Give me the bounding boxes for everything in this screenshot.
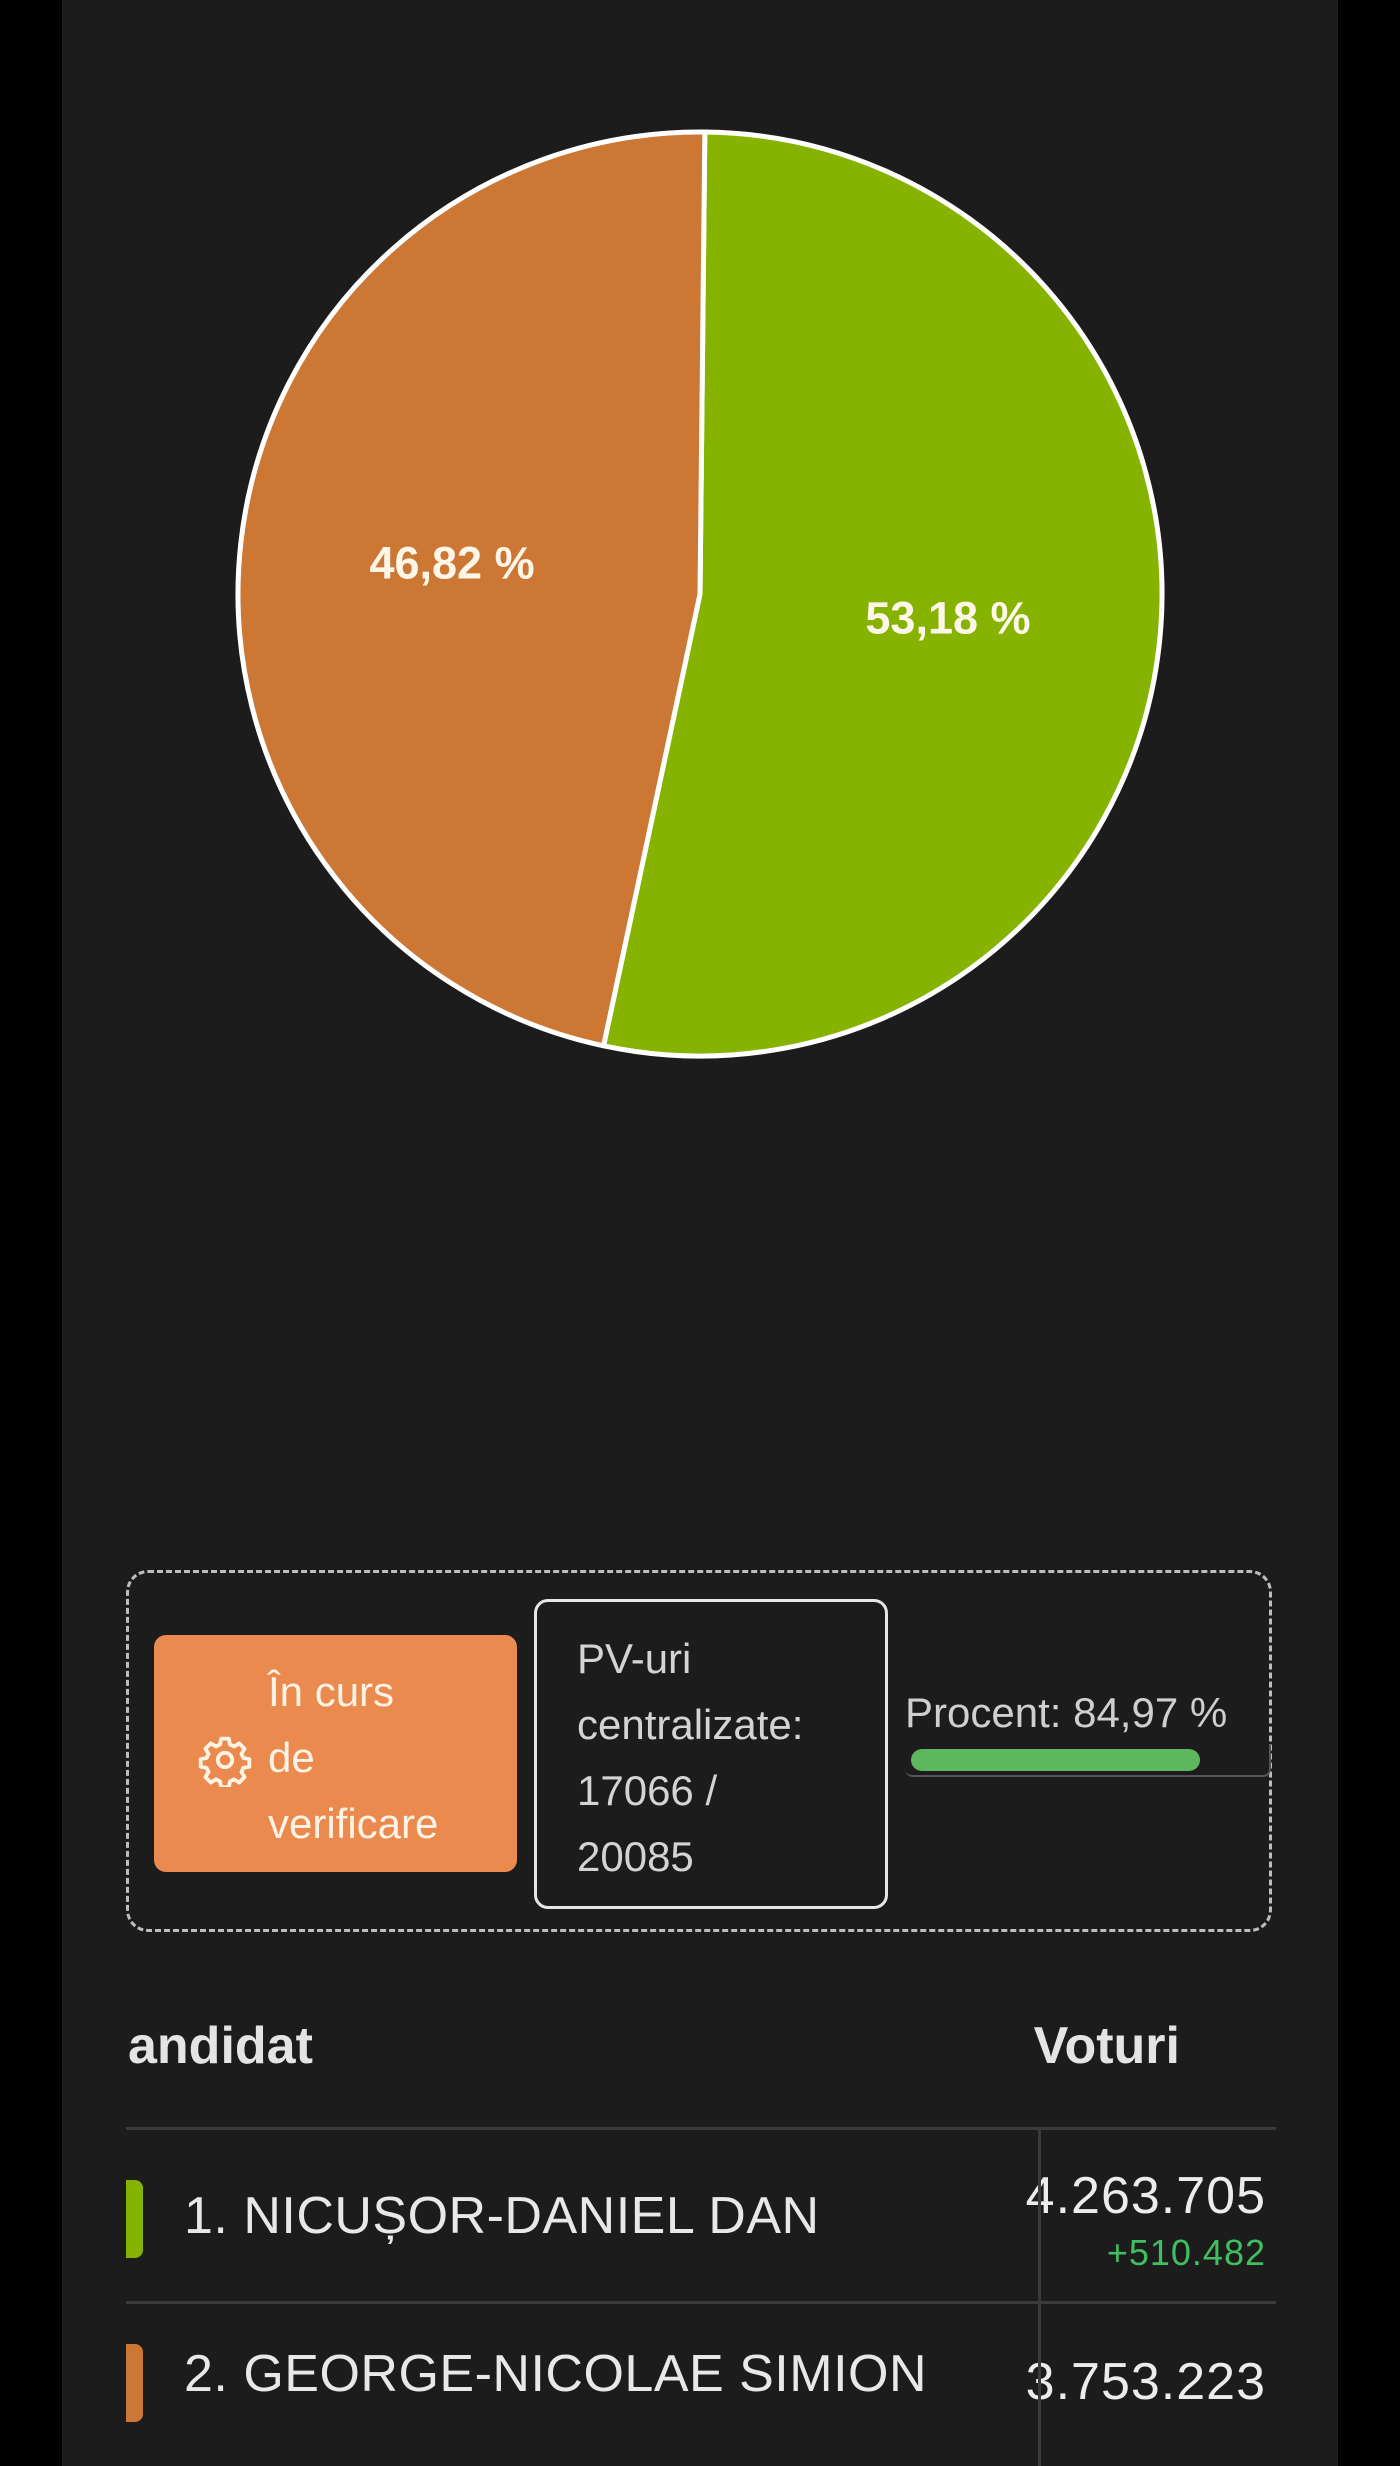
pie-slice-label: 46,82 % <box>369 537 534 588</box>
vote-count: 3.753.223 <box>1025 2353 1266 2411</box>
status-badge-line: de <box>268 1734 315 1781</box>
column-header-candidate[interactable]: andidat <box>128 2017 313 2075</box>
pv-count-text: PV-uri centralizate: 17066 / 20085 <box>577 1626 877 1890</box>
pv-count-box: PV-uri centralizate: 17066 / 20085 <box>534 1599 888 1909</box>
pie-slice[interactable] <box>601 129 1165 1059</box>
percent-label: Procent: 84,97 % <box>905 1689 1228 1736</box>
results-table: andidat Voturi 1. NICUȘOR-DANIEL DAN 4.2… <box>126 1962 1276 2466</box>
pie-slice-label: 53,18 % <box>865 592 1030 643</box>
progress-bar <box>905 1745 1271 1777</box>
table-row[interactable]: 2. GEORGE-NICOLAE SIMION 3.753.223 <box>126 2304 1276 2466</box>
pie-slice[interactable] <box>235 129 708 1049</box>
vote-count: 4.263.705 <box>1025 2167 1266 2225</box>
column-divider <box>1038 2130 1041 2466</box>
pv-line: 20085 <box>577 1833 694 1880</box>
candidate-name: 2. GEORGE-NICOLAE SIMION <box>184 2345 928 2403</box>
status-badge-text: În curs de verificare <box>268 1659 508 1857</box>
pv-line: 17066 / <box>577 1767 718 1814</box>
status-badge-line: verificare <box>268 1800 439 1847</box>
status-badge-line: În curs <box>268 1668 395 1715</box>
vote-delta: +510.482 <box>1106 2232 1266 2273</box>
percent-indicator: Procent: 84,97 % <box>905 1685 1271 1777</box>
gear-icon <box>198 1736 252 1787</box>
table-row[interactable]: 1. NICUȘOR-DANIEL DAN 4.263.705 +510.482 <box>126 2130 1276 2304</box>
results-page: 53,18 % 46,82 % În curs de verificare PV-… <box>62 0 1338 2466</box>
pie-chart: 53,18 % 46,82 % <box>235 129 1165 1059</box>
column-header-votes[interactable]: Voturi <box>1033 2017 1180 2075</box>
candidate-color-bar <box>126 2344 143 2422</box>
status-badge[interactable]: În curs de verificare <box>154 1635 517 1872</box>
pv-line: centralizate: <box>577 1701 804 1748</box>
header-divider <box>126 2127 1276 2130</box>
candidate-name: 1. NICUȘOR-DANIEL DAN <box>184 2187 820 2245</box>
status-panel: În curs de verificare PV-uri centralizat… <box>126 1570 1272 1932</box>
progress-bar-fill <box>911 1749 1200 1771</box>
pv-line: PV-uri <box>577 1635 692 1682</box>
candidate-color-bar <box>126 2180 143 2258</box>
